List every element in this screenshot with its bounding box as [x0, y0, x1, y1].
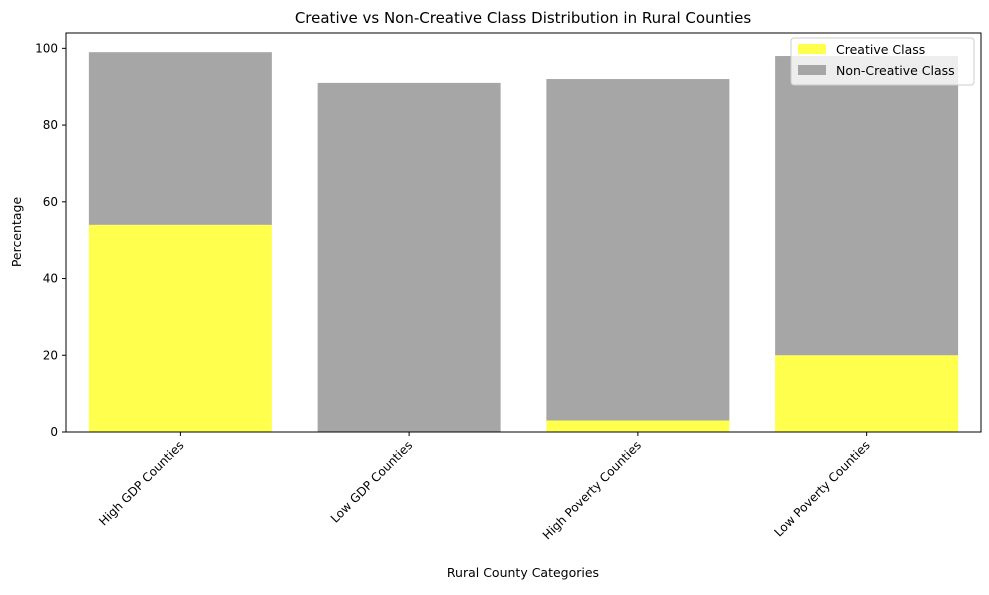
legend-box: [790, 37, 975, 86]
x-axis-label: Rural County Categories: [447, 565, 599, 580]
bars-group: [88, 52, 959, 432]
legend-swatch-creative: [798, 44, 826, 54]
y-tick-label: 40: [43, 272, 58, 286]
x-tick-label: High GDP Counties: [96, 438, 186, 528]
chart-title: Creative vs Non-Creative Class Distribut…: [295, 9, 752, 27]
bar-non-creative-0: [88, 52, 272, 225]
y-tick-label: 20: [43, 348, 58, 362]
legend-swatch-non-creative: [798, 65, 826, 75]
legend-label-creative: Creative Class: [836, 42, 925, 57]
y-axis-label: Percentage: [9, 197, 24, 268]
bar-creative-2: [546, 420, 730, 432]
x-tick-label: Low GDP Counties: [328, 438, 415, 525]
x-tick-label: High Poverty Counties: [540, 438, 644, 542]
y-tick-label: 80: [43, 118, 58, 132]
bar-non-creative-2: [546, 79, 730, 421]
y-axis: 0 20 40 60 80 100: [35, 41, 66, 439]
legend: Creative Class Non-Creative Class: [790, 37, 975, 86]
bar-creative-0: [88, 224, 272, 432]
y-tick-label: 60: [43, 195, 58, 209]
plot-frame: [65, 32, 982, 433]
y-tick-label: 100: [35, 41, 58, 55]
bar-creative-3: [775, 355, 959, 432]
y-tick-label: 0: [50, 425, 58, 439]
legend-label-non-creative: Non-Creative Class: [836, 63, 955, 78]
bar-non-creative-1: [317, 82, 501, 432]
x-tick-label: Low Poverty Counties: [771, 438, 872, 539]
bar-non-creative-3: [775, 56, 959, 356]
x-axis: High GDP Counties Low GDP Counties High Po…: [96, 432, 873, 542]
